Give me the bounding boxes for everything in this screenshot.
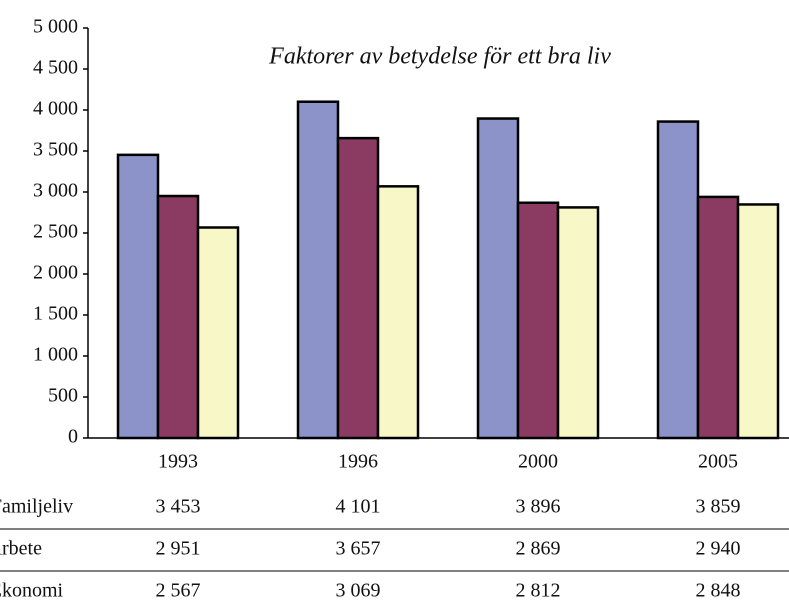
value-label: 3 069 — [336, 580, 381, 601]
value-label: 2 940 — [696, 538, 741, 560]
y-tick-label: 1 500 — [33, 303, 78, 325]
y-tick-label: 2 500 — [33, 221, 78, 243]
row-label: Ekonomi — [0, 580, 64, 601]
x-tick-label: 1996 — [338, 451, 378, 473]
x-tick-label: 2000 — [518, 451, 558, 473]
value-label: 2 812 — [516, 580, 561, 601]
value-label: 2 869 — [516, 538, 561, 560]
y-tick-label: 0 — [68, 426, 78, 448]
chart-title: Faktorer av betydelse för ett bra liv — [268, 44, 611, 70]
bar — [516, 201, 560, 440]
value-label: 3 859 — [696, 496, 741, 518]
bar — [196, 226, 240, 440]
y-tick-label: 3 500 — [33, 139, 78, 161]
bar — [296, 100, 340, 440]
y-tick-label: 4 500 — [33, 57, 78, 79]
bar — [156, 194, 200, 440]
value-label: 4 101 — [336, 496, 381, 518]
value-label: 2 951 — [156, 538, 201, 560]
y-tick-label: 4 000 — [33, 98, 78, 120]
y-tick-label: 3 000 — [33, 180, 78, 202]
y-tick-label: 5 000 — [33, 16, 78, 38]
value-label: 3 453 — [156, 496, 201, 518]
y-tick-label: 1 000 — [33, 344, 78, 366]
y-tick-label: 500 — [48, 385, 78, 407]
bar — [376, 185, 420, 440]
bar — [696, 195, 740, 440]
value-label: 2 848 — [696, 580, 741, 601]
row-label: Arbete — [0, 538, 42, 560]
bar — [556, 206, 600, 440]
value-label: 3 896 — [516, 496, 561, 518]
value-label: 3 657 — [336, 538, 381, 560]
row-label: Familjeliv — [0, 496, 73, 518]
bar — [116, 153, 160, 440]
x-tick-label: 2005 — [698, 451, 738, 473]
bar — [336, 136, 380, 440]
value-label: 2 567 — [156, 580, 201, 601]
bar — [736, 203, 780, 440]
x-tick-label: 1993 — [158, 451, 198, 473]
y-tick-label: 2 000 — [33, 262, 78, 284]
bar — [656, 120, 700, 440]
bar — [476, 117, 520, 440]
